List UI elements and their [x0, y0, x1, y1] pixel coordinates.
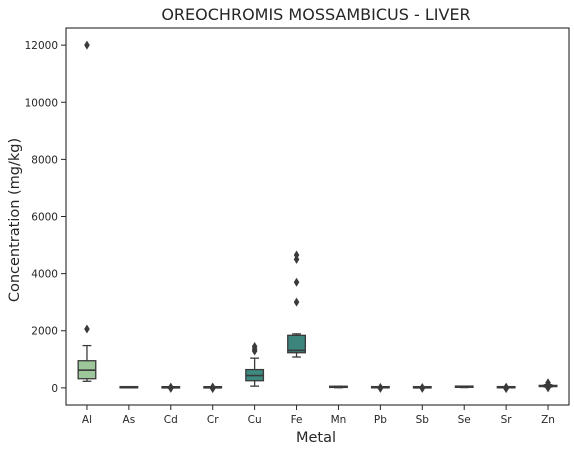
outlier-Al-1: [84, 40, 90, 50]
x-tick-label-Cr: Cr: [207, 414, 219, 426]
outlier-Sb-1: [419, 383, 426, 393]
y-axis-label: Concentration (mg/kg): [7, 138, 23, 302]
x-axis-label: Metal: [296, 430, 336, 446]
x-tick-label-Se: Se: [458, 414, 471, 426]
y-tick-label-0: 0: [51, 383, 58, 395]
y-tick-label-12000: 12000: [25, 40, 58, 52]
y-tick-label-8000: 8000: [31, 154, 58, 166]
plot-area: 0 2000 4000 6000 8000 10000 12000 Al As Cd Cr Cu Fe M…: [25, 40, 558, 426]
box-Fe: [287, 334, 306, 354]
x-tick-label-Zn: Zn: [541, 414, 555, 426]
y-tick-label-10000: 10000: [25, 97, 58, 109]
x-tick-label-Al: Al: [82, 414, 92, 426]
x-tick-label-As: As: [123, 414, 136, 426]
x-tick-label-Mn: Mn: [331, 414, 347, 426]
outlier-Fe-1: [293, 277, 300, 287]
plot-frame: [65, 27, 570, 406]
outlier-Sr-2: [503, 382, 509, 392]
chart-title: OREOCHROMIS MOSSAMBICUS - LIVER: [161, 5, 470, 24]
outlier-Zn-3: [545, 378, 551, 388]
y-tick-label-6000: 6000: [31, 212, 58, 224]
y-tick-label-2000: 2000: [31, 326, 58, 338]
outlier-Al-0: [84, 324, 90, 334]
outlier-Cd-2: [167, 382, 174, 392]
x-tick-label-Cd: Cd: [164, 414, 178, 426]
outlier-Fe-3: [293, 250, 300, 260]
x-tick-label-Fe: Fe: [291, 414, 303, 426]
outlier-Pb-1: [377, 382, 384, 392]
x-tick-label-Sb: Sb: [416, 414, 430, 426]
outlier-Cu-2: [251, 341, 258, 351]
y-tick-label-4000: 4000: [31, 269, 58, 281]
x-tick-label-Cu: Cu: [248, 414, 262, 426]
x-tick-label-Sr: Sr: [501, 414, 513, 426]
outlier-Cr-2: [209, 382, 216, 392]
x-tick-label-Pb: Pb: [374, 414, 387, 426]
outlier-Fe-0: [293, 297, 300, 307]
